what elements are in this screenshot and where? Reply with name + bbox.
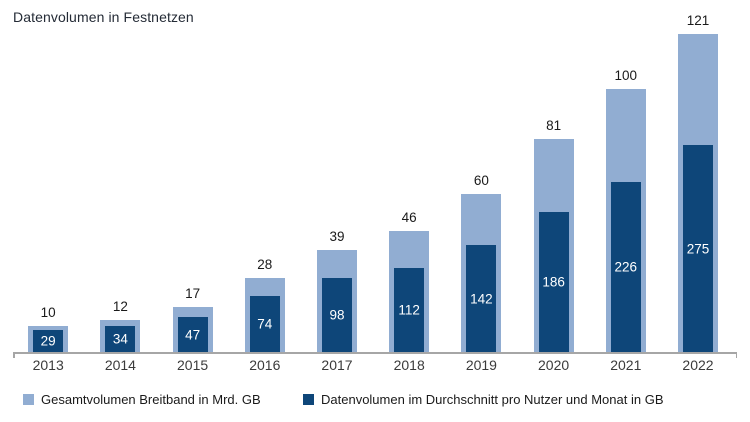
total-value-label: 28 bbox=[257, 257, 273, 272]
x-axis-category-label: 2016 bbox=[249, 357, 281, 373]
x-axis-category-label: 2020 bbox=[538, 357, 570, 373]
x-axis-line bbox=[13, 352, 737, 354]
per-user-value-label: 226 bbox=[614, 259, 638, 275]
total-value-label: 46 bbox=[401, 210, 417, 225]
per-user-volume-bar: 98 bbox=[322, 278, 352, 352]
legend-label: Datenvolumen im Durchschnitt pro Nutzer … bbox=[321, 392, 664, 407]
x-axis-category-label: 2021 bbox=[610, 357, 642, 373]
per-user-value-label: 47 bbox=[185, 327, 201, 342]
total-value-label: 100 bbox=[614, 68, 638, 83]
per-user-volume-bar: 112 bbox=[394, 268, 425, 352]
per-user-volume-bar: 186 bbox=[538, 212, 569, 352]
chart-title: Datenvolumen in Festnetzen bbox=[13, 9, 194, 25]
per-user-value-label: 186 bbox=[542, 274, 565, 290]
per-user-volume-bar: 47 bbox=[177, 317, 208, 352]
total-value-label: 39 bbox=[329, 229, 345, 244]
per-user-volume-bar: 275 bbox=[683, 145, 713, 352]
per-user-value-label: 112 bbox=[398, 302, 420, 318]
per-user-volume-bar: 142 bbox=[466, 245, 497, 352]
per-user-value-label: 275 bbox=[686, 241, 710, 256]
x-axis-category-label: 2018 bbox=[393, 357, 425, 373]
x-axis-tick-left bbox=[13, 352, 15, 358]
per-user-value-label: 74 bbox=[257, 316, 273, 332]
legend-item: Datenvolumen im Durchschnitt pro Nutzer … bbox=[303, 391, 664, 408]
x-axis-category-label: 2014 bbox=[104, 357, 136, 373]
total-value-label: 17 bbox=[185, 286, 201, 301]
x-axis-category-label: 2017 bbox=[321, 357, 353, 373]
per-user-value-label: 98 bbox=[329, 307, 345, 323]
per-user-value-label: 142 bbox=[470, 291, 493, 306]
total-value-label: 60 bbox=[473, 173, 489, 188]
legend-item: Gesamtvolumen Breitband in Mrd. GB bbox=[23, 391, 261, 408]
per-user-volume-bar: 74 bbox=[249, 296, 280, 352]
per-user-volume-bar: 29 bbox=[33, 330, 64, 352]
x-axis-category-label: 2022 bbox=[682, 357, 714, 373]
x-axis-tick-right bbox=[735, 352, 737, 358]
total-value-label: 81 bbox=[546, 118, 562, 133]
per-user-value-label: 34 bbox=[112, 331, 128, 347]
total-value-label: 12 bbox=[112, 299, 128, 314]
x-axis-category-label: 2015 bbox=[177, 357, 209, 373]
per-user-volume-bar: 34 bbox=[105, 326, 136, 352]
legend-swatch bbox=[303, 394, 314, 405]
total-value-label: 121 bbox=[686, 13, 710, 28]
legend-label: Gesamtvolumen Breitband in Mrd. GB bbox=[41, 392, 261, 407]
per-user-value-label: 29 bbox=[40, 333, 56, 349]
x-axis-category-label: 2019 bbox=[465, 357, 497, 373]
total-value-label: 10 bbox=[40, 305, 56, 320]
per-user-volume-bar: 226 bbox=[610, 182, 641, 352]
plot-area: 29 10 2013 34 12 2014 47 17 2015 74 28 2016 98 39 2017… bbox=[13, 13, 737, 373]
x-axis-category-label: 2013 bbox=[32, 357, 64, 373]
legend-swatch bbox=[23, 394, 34, 405]
